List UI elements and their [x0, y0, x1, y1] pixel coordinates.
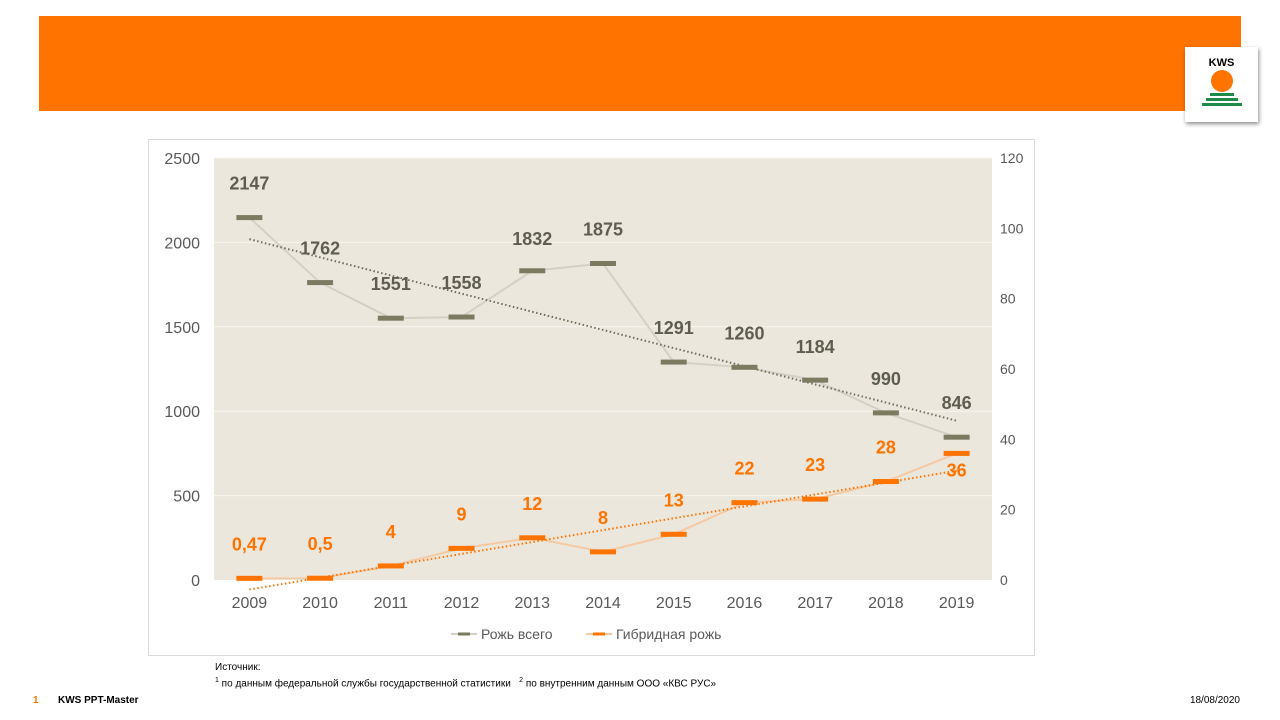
legend: Рожь всего Гибридная рожь: [451, 626, 721, 642]
footnote-2-text: по внутренним данным ООО «КВС РУС»: [525, 678, 717, 690]
data-label: 13: [664, 490, 684, 510]
data-marker: [307, 575, 334, 581]
data-label: 990: [871, 369, 901, 389]
y-right-tick-label: 40: [1000, 431, 1016, 447]
y-left-tick-label: 2000: [164, 235, 200, 252]
data-label: 1291: [654, 318, 694, 338]
x-tick-label: 2011: [374, 595, 409, 612]
x-tick-label: 2013: [514, 595, 550, 612]
data-marker: [802, 496, 829, 502]
data-label: 1184: [796, 337, 835, 357]
data-marker: [590, 261, 616, 266]
data-marker: [377, 563, 404, 569]
y-left-tick-label: 500: [173, 489, 200, 506]
y-left-tick-label: 1000: [164, 404, 200, 421]
legend-marker-icon: [593, 632, 605, 636]
data-label: 22: [734, 459, 754, 479]
y-right-tick-label: 60: [1000, 361, 1016, 377]
data-marker: [448, 545, 475, 551]
data-label: 9: [457, 504, 467, 524]
header-banner: [39, 16, 1241, 111]
x-tick-label: 2009: [232, 595, 268, 612]
data-label: 1832: [512, 229, 552, 249]
data-label: 23: [805, 455, 825, 475]
data-marker: [590, 549, 616, 555]
data-label: 36: [947, 460, 967, 480]
logo-stripe-icon: [1210, 93, 1234, 96]
data-marker: [519, 268, 546, 274]
x-tick-label: 2015: [656, 595, 692, 612]
logo-text: KWS: [1208, 57, 1235, 69]
y-left-tick-label: 1500: [164, 320, 200, 337]
data-marker: [943, 434, 970, 440]
footnote-1-marker: 1: [215, 677, 219, 684]
data-marker: [943, 450, 970, 456]
data-label: 8: [598, 508, 608, 528]
data-marker: [519, 535, 546, 541]
footnote-2-marker: 2: [519, 677, 524, 684]
data-label: 1551: [371, 274, 411, 294]
x-tick-label: 2012: [444, 595, 480, 612]
y-right-tick-label: 100: [1000, 220, 1024, 236]
x-tick-label: 2014: [585, 595, 621, 612]
footer-title: KWS PPT-Master: [58, 695, 139, 706]
y-left-tick-label: 2500: [164, 151, 200, 168]
data-label: 28: [876, 438, 896, 458]
data-marker: [731, 364, 758, 370]
chart-frame: 2147 1762 1551 1558 1832 1875 1291 1260 1184 990 8…: [148, 139, 1035, 656]
legend-label: Рожь всего: [481, 626, 553, 642]
source-footnotes: 1 по данным федеральной службы государст…: [215, 674, 716, 690]
data-marker: [448, 314, 475, 320]
y-right-tick-label: 80: [1000, 291, 1016, 307]
trendline-1: [249, 238, 957, 422]
data-label: 4: [386, 522, 396, 542]
source-note: Источник: 1 по данным федеральной службы…: [215, 661, 716, 690]
footer-date: 18/08/2020: [1189, 695, 1240, 706]
data-label: 12: [522, 494, 542, 514]
data-marker: [307, 280, 334, 286]
page-number: 1: [33, 695, 39, 706]
data-marker: [660, 531, 687, 537]
data-label: 1762: [300, 239, 340, 259]
footnote-1-text: по данным федеральной службы государстве…: [218, 678, 511, 690]
x-tick-label: 2017: [797, 595, 833, 612]
y-left-tick-label: 0: [191, 573, 200, 590]
y-right-tick-label: 120: [1000, 150, 1024, 166]
data-label: 0,5: [308, 534, 333, 554]
data-marker: [660, 359, 687, 365]
logo-stripe-icon: [1202, 103, 1242, 106]
data-label: 2147: [229, 174, 269, 194]
data-marker: [731, 500, 758, 506]
data-label: 846: [942, 393, 972, 413]
kws-logo: KWS: [1185, 47, 1258, 122]
legend-marker-icon: [458, 632, 470, 636]
x-tick-label: 2019: [939, 595, 975, 612]
data-marker: [802, 377, 829, 383]
data-marker: [872, 410, 899, 416]
logo-sun-icon: [1211, 70, 1233, 92]
x-tick-label: 2018: [868, 595, 904, 612]
x-tick-label: 2010: [302, 595, 338, 612]
logo-stripe-icon: [1206, 98, 1238, 101]
data-marker: [872, 479, 899, 485]
data-label: 1558: [442, 273, 482, 293]
plot-area: [214, 158, 992, 580]
data-label: 1875: [583, 220, 623, 240]
data-label: 1260: [724, 323, 764, 343]
x-tick-label: 2016: [727, 595, 763, 612]
y-right-tick-label: 20: [1000, 502, 1016, 518]
data-label: 0,47: [232, 534, 267, 554]
data-marker: [236, 215, 263, 221]
source-heading: Источник:: [215, 662, 261, 673]
legend-label: Гибридная рожь: [616, 626, 721, 642]
y-right-tick-label: 0: [1000, 572, 1008, 588]
data-marker: [236, 575, 263, 581]
data-marker: [377, 315, 404, 321]
